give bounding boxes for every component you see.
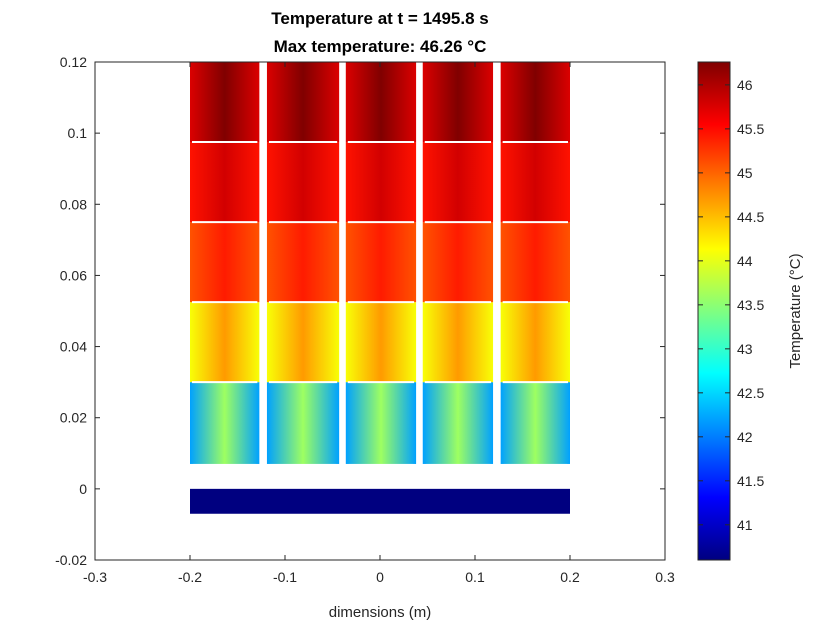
x-tick-label: -0.3 bbox=[83, 569, 107, 585]
column-5-layer-5 bbox=[500, 62, 570, 143]
column-3-layer-2 bbox=[345, 302, 417, 383]
column-3-layer-4 bbox=[345, 142, 417, 223]
column-3-layer-3 bbox=[345, 222, 417, 303]
plot-area bbox=[190, 62, 570, 514]
colorbar-tick-label: 45 bbox=[737, 165, 753, 181]
x-tick-label: 0.3 bbox=[655, 569, 675, 585]
colorbar-tick-label: 41 bbox=[737, 517, 753, 533]
column-1-layer-3 bbox=[190, 222, 260, 303]
axes: -0.3 -0.2 -0.1 0 0.1 0.2 0.3 -0.02 0 0.02 0.04 0.06… bbox=[55, 54, 675, 585]
y-tick-label: -0.02 bbox=[55, 552, 87, 568]
column-4-layer-3 bbox=[422, 222, 494, 303]
y-tick-label: 0.02 bbox=[60, 410, 87, 426]
colorbar: 41 41.5 42 42.5 43 43.5 44 44.5 45 45.5 46 bbox=[697, 61, 764, 561]
column-5-layer-2 bbox=[500, 302, 570, 383]
base-plate bbox=[190, 488, 570, 514]
column-1-layer-4 bbox=[190, 142, 260, 223]
colorbar-tick-label: 46 bbox=[737, 77, 753, 93]
column-2-layer-3 bbox=[266, 222, 340, 303]
column-1-layer-5 bbox=[190, 62, 260, 143]
x-axis-label: dimensions (m) bbox=[329, 604, 432, 621]
column-5-layer-3 bbox=[500, 222, 570, 303]
insulation-gap bbox=[348, 463, 414, 482]
x-tick-label: 0.2 bbox=[560, 569, 580, 585]
column-3-layer-5 bbox=[345, 62, 417, 143]
column-5-layer-1 bbox=[500, 382, 570, 464]
column-1-layer-1 bbox=[190, 382, 260, 464]
column-4-layer-2 bbox=[422, 302, 494, 383]
colorbar-tick-label: 44.5 bbox=[737, 209, 764, 225]
colorbar-label: Temperature (°C) bbox=[787, 253, 804, 368]
column-2-layer-5 bbox=[266, 62, 340, 143]
x-tick-label: -0.1 bbox=[273, 569, 297, 585]
column-4-layer-4 bbox=[422, 142, 494, 223]
y-tick-label: 0.04 bbox=[60, 339, 87, 355]
colorbar-tick-label: 41.5 bbox=[737, 473, 764, 489]
column-2-layer-1 bbox=[266, 382, 340, 464]
chart-subtitle: Max temperature: 46.26 °C bbox=[274, 37, 487, 56]
y-tick-label: 0.06 bbox=[60, 267, 87, 283]
colorbar-tick-label: 43.5 bbox=[737, 297, 764, 313]
colorbar-tick-label: 42.5 bbox=[737, 385, 764, 401]
colorbar-tick-label: 45.5 bbox=[737, 121, 764, 137]
insulation-gap bbox=[193, 463, 257, 482]
column-1-layer-2 bbox=[190, 302, 260, 383]
column-4-layer-1 bbox=[422, 382, 494, 464]
column-2-layer-2 bbox=[266, 302, 340, 383]
insulation-gap bbox=[425, 463, 491, 482]
insulation-gap bbox=[269, 463, 337, 482]
column-2-layer-4 bbox=[266, 142, 340, 223]
colorbar-gradient bbox=[697, 61, 731, 561]
chart-title: Temperature at t = 1495.8 s bbox=[271, 9, 489, 28]
x-tick-label: 0.1 bbox=[465, 569, 485, 585]
column-4-layer-5 bbox=[422, 62, 494, 143]
colorbar-tick-label: 44 bbox=[737, 253, 753, 269]
insulation-gap bbox=[503, 463, 567, 482]
x-tick-label: -0.2 bbox=[178, 569, 202, 585]
column-3-layer-1 bbox=[345, 382, 417, 464]
y-tick-label: 0.1 bbox=[68, 125, 88, 141]
x-tick-label: 0 bbox=[376, 569, 384, 585]
colorbar-tick-label: 43 bbox=[737, 341, 753, 357]
y-tick-label: 0 bbox=[79, 481, 87, 497]
y-tick-label: 0.12 bbox=[60, 54, 87, 70]
y-tick-label: 0.08 bbox=[60, 196, 87, 212]
column-5-layer-4 bbox=[500, 142, 570, 223]
colorbar-tick-label: 42 bbox=[737, 429, 753, 445]
